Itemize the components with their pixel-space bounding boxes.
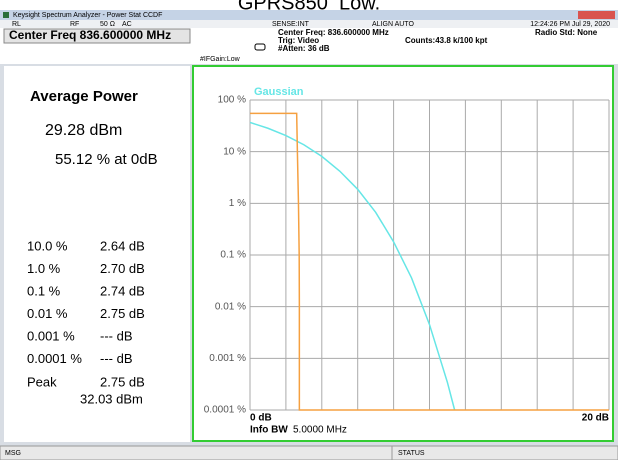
app-icon — [3, 12, 9, 18]
y-tick-label: 0.1 % — [220, 250, 246, 261]
coupling: AC — [122, 21, 132, 28]
ref-level: RL — [12, 21, 21, 28]
radio-std: Radio Std: None — [535, 28, 598, 37]
title-bar — [0, 10, 618, 20]
status-row — [0, 20, 618, 28]
window-title: Keysight Spectrum Analyzer - Power Stat … — [13, 12, 162, 19]
x-label-value: 5.0000 MHz — [293, 425, 347, 436]
if-gain: #IFGain:Low — [200, 56, 241, 63]
center-freq: Center Freq 836.600000 MHz — [9, 28, 171, 42]
trace — [249, 121, 456, 411]
legend-entry: Gaussian — [254, 86, 304, 98]
align: ALIGN AUTO — [372, 21, 414, 28]
chart-frame — [192, 65, 614, 442]
y-tick-label: 0.001 % — [209, 353, 246, 364]
ccdf-value: 2.64 dB — [100, 238, 145, 253]
x-tick-label: 0 dB — [250, 413, 272, 424]
peak-label: Peak — [27, 374, 57, 389]
timestamp: 12:24:26 PM Jul 29, 2020 — [530, 21, 610, 28]
impedance: 50 Ω — [100, 21, 115, 28]
ccdf-value: 2.74 dB — [100, 283, 145, 298]
ccdf-level: 0.01 % — [27, 306, 68, 321]
peak-db: 2.75 dB — [100, 374, 145, 389]
status: STATUS — [398, 450, 425, 457]
ccdf-level: 10.0 % — [27, 238, 68, 253]
y-tick-label: 0.01 % — [215, 301, 246, 312]
sense: SENSE:INT — [272, 21, 310, 28]
results-panel — [4, 66, 190, 442]
x-label: Info BW — [250, 425, 288, 436]
ccdf-level: 0.0001 % — [27, 351, 82, 366]
atten: #Atten: 36 dB — [278, 44, 330, 53]
ccdf-level: 1.0 % — [27, 261, 61, 276]
center-freq-info: Center Freq: 836.600000 MHz — [278, 28, 389, 37]
ccdf-value: --- dB — [100, 328, 133, 343]
results-title: Average Power — [30, 88, 138, 105]
y-tick-label: 100 % — [218, 95, 246, 106]
trig: Trig: Video — [278, 36, 319, 45]
ccdf-value: 2.75 dB — [100, 306, 145, 321]
rf: RF — [70, 21, 79, 28]
x-tick-label: 20 dB — [582, 413, 609, 424]
avg-power: 29.28 dBm — [45, 122, 122, 139]
msg: MSG — [5, 450, 21, 457]
ccdf-level: 0.1 % — [27, 283, 61, 298]
counts: Counts:43.8 k/100 kpt — [405, 36, 488, 45]
center-freq-box[interactable] — [3, 28, 191, 44]
ccdf-level: 0.001 % — [27, 328, 75, 343]
trace — [250, 112, 609, 411]
trigger-icon — [254, 43, 266, 51]
window-controls[interactable] — [578, 11, 615, 19]
footer — [0, 445, 618, 460]
pct-at-0db: 55.12 % at 0dB — [55, 151, 158, 168]
y-tick-label: 0.0001 % — [204, 405, 246, 416]
ccdf-value: --- dB — [100, 351, 133, 366]
y-tick-label: 1 % — [229, 198, 246, 209]
y-tick-label: 10 % — [223, 146, 246, 157]
ccdf-value: 2.70 dB — [100, 261, 145, 276]
peak-dbm: 32.03 dBm — [80, 391, 143, 406]
